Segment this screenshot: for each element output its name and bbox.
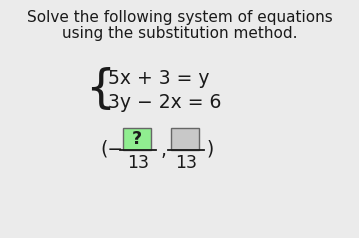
Text: ?: ?: [132, 130, 142, 148]
Text: (−: (−: [100, 139, 123, 159]
Text: ): ): [207, 139, 214, 159]
Text: 5x + 3 = y: 5x + 3 = y: [108, 69, 210, 88]
Text: 13: 13: [175, 154, 197, 172]
Text: Solve the following system of equations: Solve the following system of equations: [27, 10, 332, 25]
Text: {: {: [85, 68, 115, 113]
Text: 13: 13: [127, 154, 149, 172]
Text: 3y − 2x = 6: 3y − 2x = 6: [108, 93, 222, 111]
FancyBboxPatch shape: [171, 128, 199, 150]
Text: using the substitution method.: using the substitution method.: [62, 26, 297, 41]
Text: ,: ,: [160, 142, 166, 160]
FancyBboxPatch shape: [123, 128, 151, 150]
